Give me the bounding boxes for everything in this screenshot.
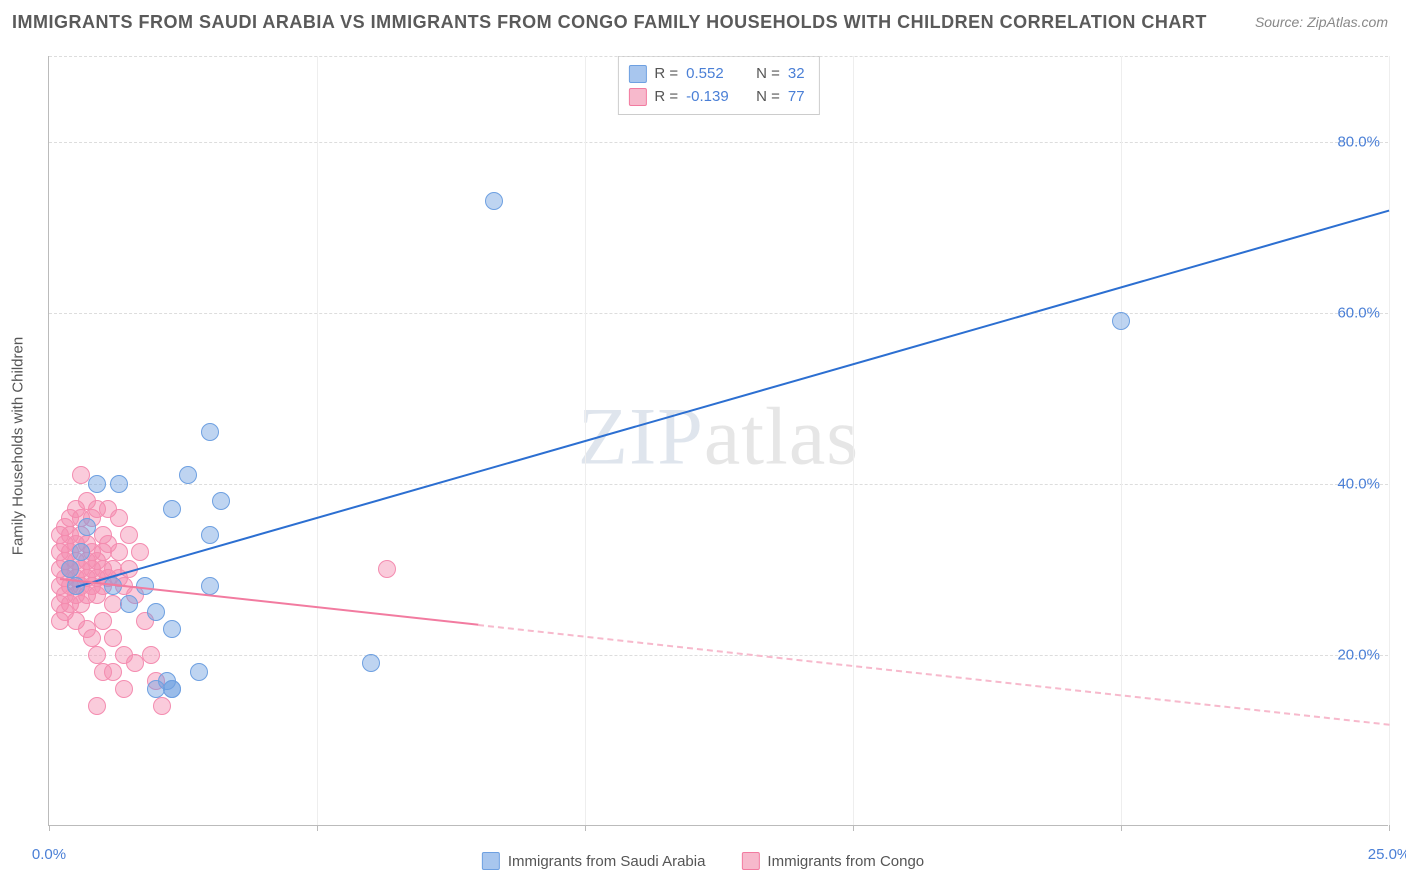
- scatter-point: [110, 475, 128, 493]
- swatch-series-0: [628, 65, 646, 83]
- scatter-point: [104, 629, 122, 647]
- gridline-h: [49, 142, 1388, 143]
- scatter-point: [1112, 312, 1130, 330]
- ytick-label: 40.0%: [1337, 475, 1380, 492]
- scatter-point: [179, 466, 197, 484]
- legend-item-0: Immigrants from Saudi Arabia: [482, 852, 706, 870]
- gridline-h: [49, 655, 1388, 656]
- scatter-point: [88, 475, 106, 493]
- bottom-legend: Immigrants from Saudi Arabia Immigrants …: [482, 852, 924, 870]
- chart-title: IMMIGRANTS FROM SAUDI ARABIA VS IMMIGRAN…: [12, 12, 1207, 33]
- legend-label-1: Immigrants from Congo: [767, 853, 924, 870]
- legend-item-1: Immigrants from Congo: [741, 852, 924, 870]
- legend-swatch-1: [741, 852, 759, 870]
- swatch-series-1: [628, 88, 646, 106]
- stats-row-series-0: R = 0.552 N = 32: [628, 63, 804, 86]
- stats-legend-box: R = 0.552 N = 32 R = -0.139 N = 77: [617, 56, 819, 115]
- scatter-point: [83, 629, 101, 647]
- scatter-point: [362, 654, 380, 672]
- source-label: Source: ZipAtlas.com: [1255, 14, 1388, 30]
- gridline-h: [49, 313, 1388, 314]
- scatter-point: [131, 543, 149, 561]
- xtick-label: 25.0%: [1368, 846, 1406, 863]
- legend-swatch-0: [482, 852, 500, 870]
- scatter-point: [78, 518, 96, 536]
- chart-plot-area: ZIPatlas R = 0.552 N = 32 R = -0.139 N =…: [48, 56, 1388, 826]
- scatter-point: [104, 663, 122, 681]
- xtick-mark: [853, 825, 854, 831]
- regression-line: [478, 624, 1389, 726]
- scatter-point: [153, 697, 171, 715]
- scatter-point: [378, 560, 396, 578]
- scatter-point: [110, 509, 128, 527]
- scatter-point: [120, 526, 138, 544]
- scatter-point: [190, 663, 208, 681]
- scatter-point: [142, 646, 160, 664]
- scatter-point: [115, 680, 133, 698]
- scatter-point: [126, 654, 144, 672]
- scatter-point: [201, 526, 219, 544]
- scatter-point: [485, 192, 503, 210]
- gridline-v: [853, 56, 854, 825]
- xtick-mark: [1389, 825, 1390, 831]
- xtick-mark: [1121, 825, 1122, 831]
- scatter-point: [163, 620, 181, 638]
- stats-row-series-1: R = -0.139 N = 77: [628, 86, 804, 109]
- gridline-v: [317, 56, 318, 825]
- scatter-point: [163, 500, 181, 518]
- ytick-label: 60.0%: [1337, 304, 1380, 321]
- gridline-h: [49, 484, 1388, 485]
- legend-label-0: Immigrants from Saudi Arabia: [508, 853, 706, 870]
- xtick-label: 0.0%: [32, 846, 66, 863]
- xtick-mark: [585, 825, 586, 831]
- scatter-point: [94, 612, 112, 630]
- scatter-point: [212, 492, 230, 510]
- ytick-label: 80.0%: [1337, 133, 1380, 150]
- xtick-mark: [317, 825, 318, 831]
- scatter-point: [88, 697, 106, 715]
- ytick-label: 20.0%: [1337, 646, 1380, 663]
- y-axis-label: Family Households with Children: [10, 337, 27, 555]
- gridline-v: [1121, 56, 1122, 825]
- scatter-point: [61, 560, 79, 578]
- scatter-point: [72, 543, 90, 561]
- scatter-point: [163, 680, 181, 698]
- scatter-point: [120, 595, 138, 613]
- scatter-point: [88, 646, 106, 664]
- gridline-v: [1389, 56, 1390, 825]
- xtick-mark: [49, 825, 50, 831]
- gridline-h: [49, 56, 1388, 57]
- scatter-point: [147, 603, 165, 621]
- regression-line: [76, 210, 1390, 588]
- scatter-point: [110, 543, 128, 561]
- scatter-point: [201, 423, 219, 441]
